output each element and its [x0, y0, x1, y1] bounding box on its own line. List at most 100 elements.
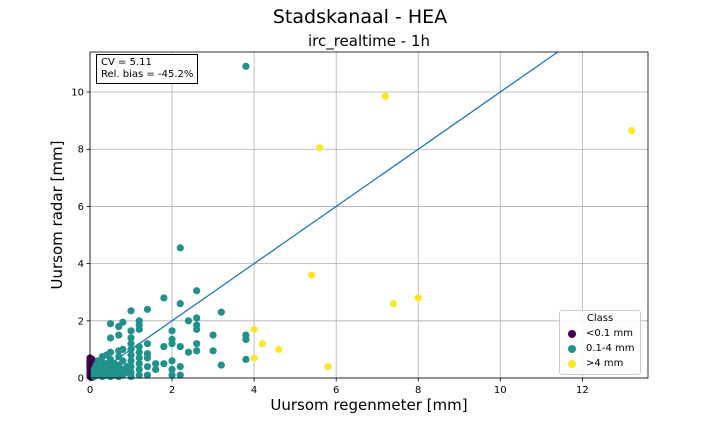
data-point-series-1	[242, 62, 250, 70]
data-point-series-1	[217, 361, 225, 369]
data-point-series-1	[176, 244, 184, 252]
data-point-series-1	[143, 305, 152, 313]
data-point-series-1	[209, 347, 217, 355]
data-point-series-1	[127, 351, 135, 359]
y-tick-label: 6	[78, 202, 84, 213]
data-point-series-1	[127, 345, 135, 354]
data-point-series-2	[250, 325, 258, 333]
data-point-series-1	[127, 368, 135, 376]
data-point-series-1	[143, 350, 152, 358]
legend-label: >4 mm	[586, 358, 624, 369]
x-tick-label: 10	[494, 385, 507, 396]
data-point-series-2	[316, 144, 324, 152]
data-point-series-1	[106, 320, 115, 328]
one-to-one-reference-line	[89, 51, 559, 379]
data-point-series-1	[115, 331, 123, 339]
x-tick-label: 8	[415, 385, 421, 396]
data-point-series-1	[135, 365, 143, 374]
legend-marker-yellow	[568, 359, 576, 368]
x-tick-label: 4	[251, 385, 257, 396]
y-tick-label: 4	[78, 259, 84, 270]
data-point-series-1	[152, 360, 160, 368]
y-axis-label: Uursom radar [mm]	[48, 140, 66, 290]
legend-title: Class	[586, 313, 614, 324]
data-point-series-1	[127, 307, 135, 315]
data-point-series-1	[127, 362, 135, 371]
data-point-series-2	[258, 340, 266, 348]
x-tick-label: 2	[169, 385, 175, 396]
figure-title: Stadskanaal - HEA	[272, 6, 448, 28]
data-point-series-2	[324, 362, 332, 371]
data-point-series-1	[160, 360, 168, 368]
data-point-series-1	[143, 340, 152, 348]
y-tick-label: 8	[78, 145, 84, 156]
data-point-series-2	[627, 127, 636, 135]
data-point-series-1	[160, 342, 168, 351]
legend-item: >4 mm	[564, 356, 636, 371]
data-point-series-1	[176, 371, 184, 379]
cv-stat: CV = 5.11	[101, 57, 152, 68]
data-point-series-1	[135, 371, 143, 379]
data-point-series-1	[193, 321, 201, 329]
y-tick-label: 10	[71, 88, 84, 99]
data-point-series-1	[193, 347, 201, 355]
data-point-series-1	[119, 345, 127, 354]
grid-lines	[89, 52, 648, 379]
data-point-series-1	[242, 331, 250, 339]
y-tick-label: 2	[78, 316, 84, 327]
data-points	[86, 62, 636, 382]
data-point-series-1	[143, 371, 152, 379]
legend-item: <0.1 mm	[564, 326, 636, 341]
data-point-series-1	[193, 287, 201, 295]
data-point-series-1	[176, 300, 184, 308]
statistics-box: CV = 5.11 Rel. bias = -45.2%	[96, 54, 199, 84]
data-point-series-2	[275, 345, 283, 354]
data-point-series-1	[119, 318, 127, 326]
data-point-series-1	[184, 348, 193, 356]
data-point-series-1	[184, 317, 193, 325]
y-tick-label: 0	[78, 374, 84, 385]
legend-label: 0.1-4 mm	[586, 343, 635, 354]
data-point-series-2	[307, 271, 316, 279]
data-point-series-1	[127, 357, 135, 365]
legend-label: <0.1 mm	[586, 328, 633, 339]
data-point-series-1	[127, 327, 135, 335]
data-point-series-1	[143, 362, 152, 371]
data-point-series-1	[217, 308, 225, 316]
legend-item: 0.1-4 mm	[564, 341, 636, 356]
axis-ticks: 0 2 4 6 8 10 12 0 2 4 6 8 10	[71, 88, 588, 396]
data-point-series-1	[152, 365, 160, 374]
data-point-series-2	[414, 294, 422, 302]
data-point-series-1	[176, 362, 184, 371]
data-point-series-1	[168, 365, 176, 374]
data-point-series-1	[127, 334, 135, 342]
data-point-series-1	[160, 294, 168, 302]
data-point-series-2	[250, 354, 258, 362]
legend-marker-purple	[568, 329, 576, 338]
data-point-series-1	[135, 342, 143, 351]
data-point-series-1	[106, 348, 115, 356]
data-point-series-1	[135, 354, 143, 362]
x-tick-label: 6	[333, 385, 339, 396]
data-point-series-1	[193, 340, 201, 348]
x-tick-label: 0	[87, 385, 93, 396]
data-point-series-1	[209, 331, 217, 339]
data-point-series-1	[106, 334, 115, 342]
data-point-series-1	[127, 340, 135, 348]
data-point-series-1	[119, 357, 127, 365]
data-point-series-1	[135, 317, 143, 325]
data-point-series-1	[168, 327, 176, 335]
data-point-series-1	[168, 371, 176, 379]
x-axis-label: Uursom regenmeter [mm]	[270, 396, 468, 414]
data-point-series-1	[168, 335, 176, 343]
data-point-series-1	[168, 357, 176, 365]
data-point-series-1	[242, 355, 250, 364]
data-point-series-2	[390, 300, 398, 308]
data-point-series-1	[176, 342, 184, 351]
legend-marker-teal	[568, 344, 576, 353]
data-point-series-1	[135, 348, 143, 356]
data-point-series-2	[381, 92, 390, 100]
legend: Class <0.1 mm 0.1-4 mm >4 mm	[559, 310, 641, 375]
data-point-series-1	[135, 360, 143, 368]
